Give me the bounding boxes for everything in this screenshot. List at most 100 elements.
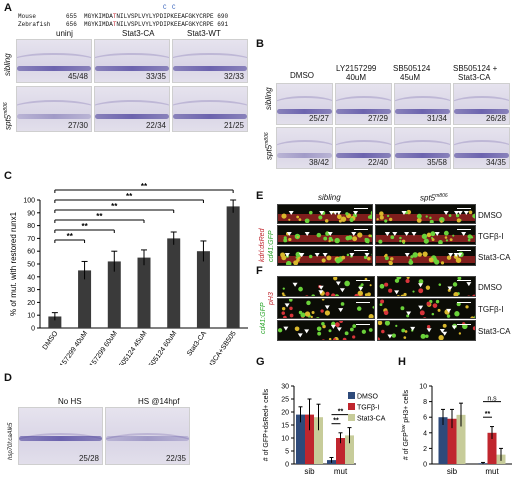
double-positive-cell bbox=[428, 257, 434, 263]
fluorescence-drawing bbox=[278, 231, 372, 244]
gfp-cell bbox=[378, 239, 383, 244]
double-positive-cell bbox=[456, 218, 461, 223]
sig-label: ** bbox=[111, 202, 118, 211]
count-label: 38/42 bbox=[308, 158, 329, 167]
double-positive-cell bbox=[324, 219, 329, 223]
scale-bar bbox=[354, 208, 368, 209]
ph3-cell bbox=[352, 335, 356, 339]
seq-mouse-label: Mouse bbox=[18, 13, 37, 20]
gfp-cell bbox=[425, 334, 429, 338]
count-label: 21/25 bbox=[223, 121, 244, 130]
fluorescence-drawing bbox=[278, 210, 372, 223]
fluorescence-drawing bbox=[376, 209, 475, 223]
ish-image: 34/35 bbox=[453, 127, 510, 169]
gfp-cell bbox=[386, 214, 390, 218]
arrowhead-icon bbox=[353, 211, 359, 215]
gfp-cell bbox=[402, 241, 405, 244]
gfp-cell bbox=[278, 328, 283, 333]
chart-c: 0 10 20 30 40 50 60 70 80 90 100 % of mut. with res… bbox=[9, 182, 248, 365]
count-label: 33/35 bbox=[145, 72, 166, 81]
bar bbox=[336, 438, 345, 464]
gfp-cell bbox=[418, 279, 424, 284]
b-col-ly: LY2157299 bbox=[336, 64, 377, 73]
gfp-cell bbox=[316, 232, 322, 238]
ish-image: 27/29 bbox=[335, 83, 392, 125]
count-label: 22/35 bbox=[165, 454, 186, 463]
gfp-cell bbox=[316, 326, 322, 332]
bar bbox=[487, 432, 497, 464]
gfp-cell bbox=[425, 215, 428, 218]
double-positive-cell bbox=[281, 292, 285, 295]
seq-zebra-end: 691 bbox=[217, 21, 229, 28]
gfp-cell bbox=[321, 322, 325, 326]
gfp-cell bbox=[323, 236, 328, 241]
arrowhead-icon bbox=[418, 283, 424, 288]
fluorescence-image bbox=[375, 225, 476, 245]
gfp-cell bbox=[350, 327, 354, 332]
fluorescence-drawing bbox=[278, 251, 372, 265]
y-tick-label: 0 bbox=[423, 462, 427, 469]
arrowhead-icon bbox=[410, 326, 416, 331]
gfp-cell bbox=[384, 256, 389, 261]
gfp-cell bbox=[391, 333, 396, 338]
bar bbox=[196, 251, 210, 328]
fluorescence-drawing bbox=[376, 230, 475, 244]
vessel-band bbox=[376, 256, 475, 263]
arrowhead-icon bbox=[457, 253, 463, 257]
seq-zebra-a: MGYKIMDA bbox=[84, 21, 113, 28]
d-col-hs: HS @14hpf bbox=[138, 397, 180, 406]
ph3-cell bbox=[426, 325, 431, 329]
double-positive-cell bbox=[442, 323, 447, 328]
gfp-cell bbox=[452, 234, 455, 237]
double-positive-cell bbox=[321, 299, 325, 301]
gfp-cell bbox=[446, 314, 451, 318]
arrowhead-icon bbox=[351, 232, 357, 236]
sig-label: n.s bbox=[487, 396, 497, 403]
double-positive-cell bbox=[288, 218, 291, 221]
ph3-cell bbox=[426, 301, 431, 306]
sig-label: ** bbox=[338, 409, 344, 416]
gfp-cell bbox=[315, 317, 320, 318]
gfp-cell bbox=[345, 212, 349, 216]
double-positive-cell bbox=[340, 216, 347, 222]
double-positive-cell bbox=[368, 314, 374, 318]
fluorescence-image bbox=[277, 298, 375, 319]
arrowhead-icon bbox=[292, 282, 298, 287]
y-tick-label: 30 bbox=[281, 384, 289, 391]
gfp-cell bbox=[399, 239, 402, 243]
double-positive-cell bbox=[440, 261, 445, 265]
gfp-cell bbox=[401, 328, 406, 333]
ph3-cell bbox=[472, 326, 475, 331]
count-label: 26/28 bbox=[485, 114, 506, 123]
chart-g: 0 5 10 15 20 25 30 # of GFP+dsRed+ cells sib mut *… bbox=[263, 384, 386, 477]
gfp-cell bbox=[435, 299, 440, 304]
double-positive-cell bbox=[426, 232, 432, 238]
gfp-cell bbox=[346, 253, 350, 257]
double-positive-cell bbox=[390, 257, 394, 261]
panel-label-a: A bbox=[4, 2, 12, 14]
double-positive-cell bbox=[337, 214, 342, 220]
double-positive-cell bbox=[379, 211, 384, 216]
double-positive-cell bbox=[368, 234, 372, 238]
b-col-sb-dose: 45uM bbox=[400, 73, 421, 82]
double-positive-cell bbox=[389, 217, 393, 222]
double-positive-cell bbox=[281, 255, 287, 261]
fluorescence-image bbox=[375, 204, 476, 224]
gfp-cell bbox=[344, 331, 349, 336]
bar bbox=[226, 206, 240, 328]
arrowhead-icon bbox=[283, 326, 289, 331]
fluorescence-image bbox=[377, 276, 476, 297]
f-ylabel-green: cd41:GFP bbox=[260, 302, 267, 334]
gfp-cell bbox=[443, 230, 449, 236]
double-positive-cell bbox=[281, 306, 286, 311]
panel-label-c: C bbox=[4, 170, 12, 182]
y-tick-label: 30 bbox=[27, 287, 35, 294]
arrowhead-icon bbox=[319, 211, 325, 215]
sig-label: ** bbox=[141, 182, 148, 191]
scale-bar bbox=[356, 324, 370, 325]
arrowhead-icon bbox=[339, 288, 345, 293]
fluorescence-drawing bbox=[376, 251, 475, 265]
ph3-cell bbox=[354, 293, 359, 296]
double-positive-cell bbox=[341, 255, 346, 260]
b-row-spt5: spt5m806 bbox=[264, 132, 274, 160]
